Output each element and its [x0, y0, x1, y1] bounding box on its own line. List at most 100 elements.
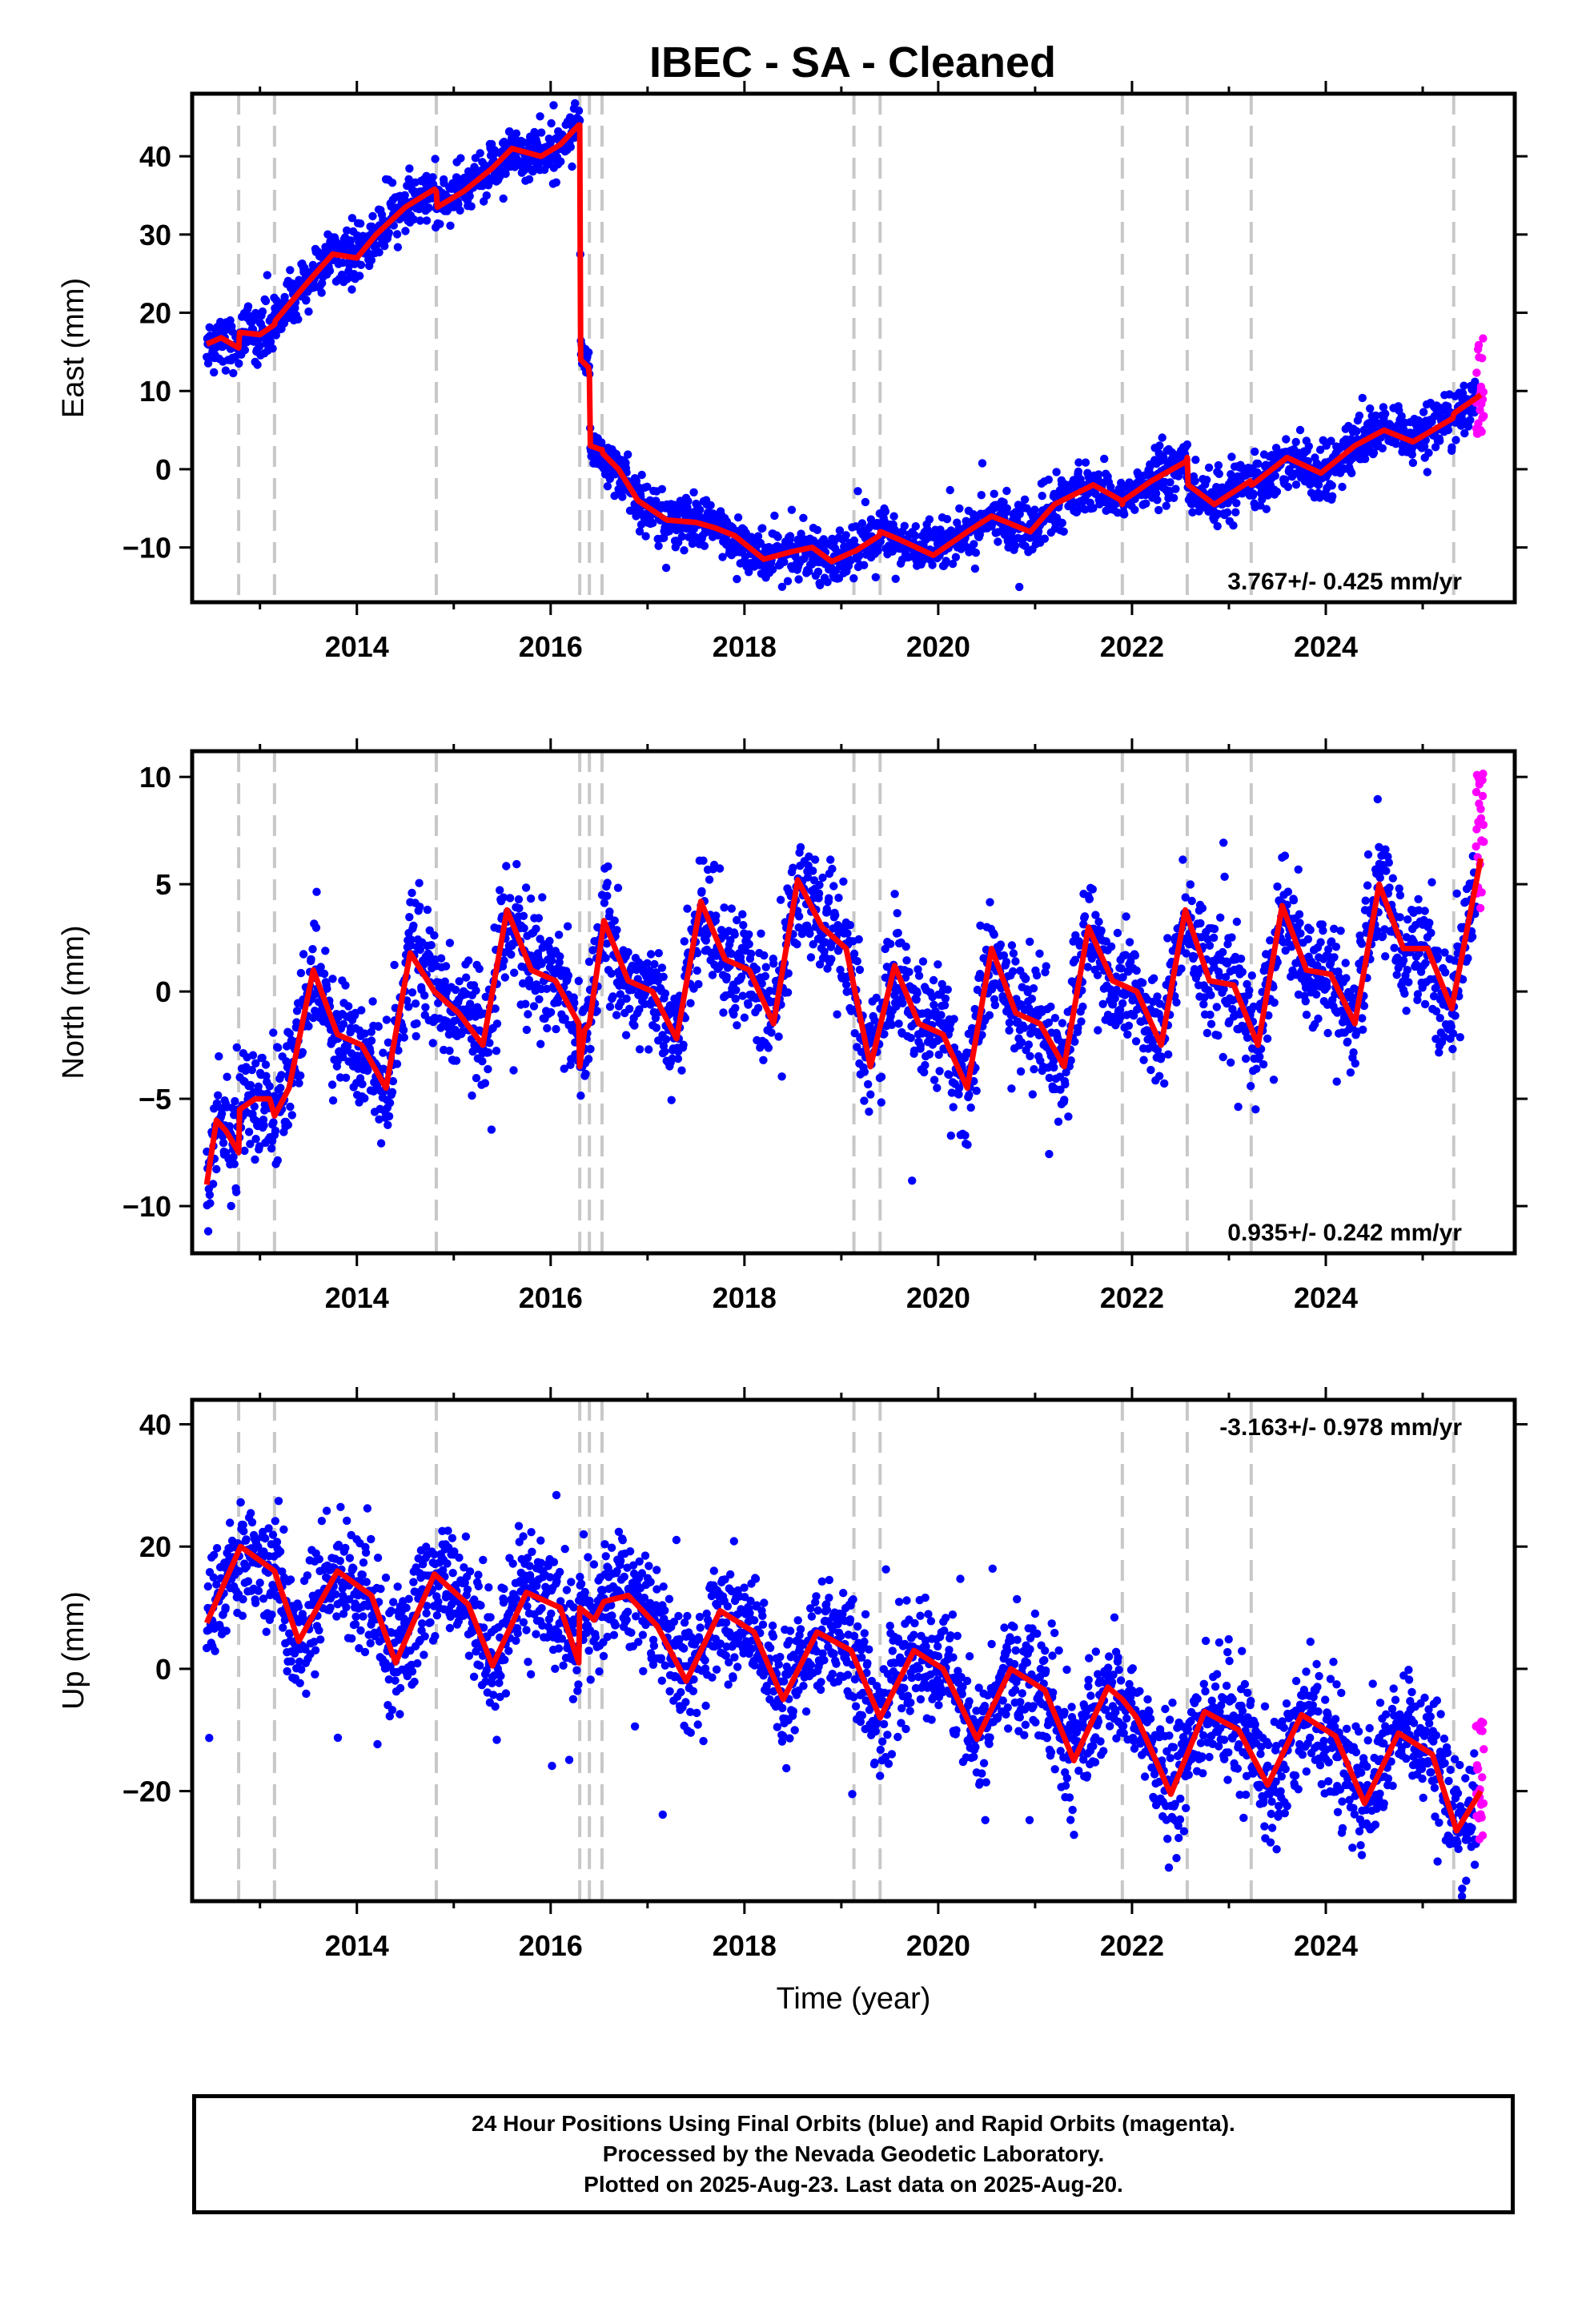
y-tick-label: −10: [122, 532, 171, 565]
data-point: [805, 852, 813, 861]
data-point: [841, 531, 850, 540]
data-point: [1232, 499, 1241, 508]
data-point: [416, 903, 424, 911]
data-point: [1162, 501, 1170, 510]
data-point: [688, 539, 697, 549]
y-tick-label: 20: [139, 297, 171, 330]
plot-area: [203, 751, 1488, 1253]
data-point: [881, 507, 890, 516]
data-point: [1272, 487, 1282, 497]
data-point: [1315, 445, 1325, 454]
data-point: [1166, 478, 1174, 487]
data-point: [554, 931, 564, 939]
data-point: [217, 1109, 227, 1119]
data-point: [1009, 949, 1018, 958]
data-point: [441, 962, 451, 971]
panels: 2014 2016 2018 2020 2022 2024−10010203040East…: [57, 81, 1528, 2016]
data-point: [986, 898, 994, 907]
data-point: [940, 1001, 950, 1010]
data-point: [1227, 933, 1236, 942]
data-point: [434, 999, 443, 1007]
data-point: [1306, 926, 1315, 935]
data-point: [407, 935, 416, 944]
data-point: [602, 939, 612, 948]
data-point: [900, 521, 909, 530]
data-point: [880, 1030, 889, 1039]
data-point: [1061, 1080, 1070, 1089]
data-point: [708, 971, 717, 979]
data-point: [1270, 998, 1279, 1007]
data-point: [996, 940, 1006, 949]
data-point: [894, 1019, 903, 1028]
data-point: [343, 226, 351, 235]
data-point: [912, 995, 921, 1004]
data-point: [893, 909, 901, 918]
data-point: [752, 965, 761, 974]
data-point: [1011, 957, 1020, 966]
data-point: [738, 991, 747, 1000]
data-point: [526, 894, 536, 903]
data-point: [1045, 1073, 1054, 1083]
data-point: [683, 904, 692, 913]
data-point: [1005, 1026, 1014, 1035]
data-point: [1146, 1065, 1155, 1075]
data-point: [877, 1098, 886, 1107]
data-point: [1407, 450, 1417, 459]
data-point: [843, 929, 852, 938]
data-point: [1007, 1084, 1016, 1093]
data-point: [776, 895, 785, 904]
data-point: [977, 491, 986, 500]
data-point: [654, 949, 663, 958]
rapid-point: [1477, 428, 1486, 436]
data-point: [203, 359, 213, 368]
data-point: [783, 577, 793, 585]
data-point: [1044, 1018, 1054, 1027]
data-point: [368, 997, 377, 1006]
data-point: [1203, 476, 1211, 485]
data-point: [1054, 1117, 1063, 1126]
data-point: [295, 1079, 303, 1088]
data-point: [1419, 408, 1428, 416]
data-point: [274, 1043, 283, 1052]
data-point: [1227, 452, 1236, 461]
data-point: [861, 497, 870, 507]
data-point: [971, 549, 981, 557]
data-point: [745, 930, 753, 939]
data-point: [509, 1066, 518, 1075]
data-point: [925, 1050, 934, 1059]
model-line: [205, 122, 1483, 565]
data-point: [1056, 1085, 1065, 1094]
data-point: [806, 953, 816, 962]
data-point: [1115, 1005, 1125, 1015]
data-point: [421, 1003, 430, 1012]
data-point: [416, 216, 424, 225]
data-point: [761, 963, 770, 971]
data-point: [1100, 454, 1109, 464]
data-point: [636, 520, 646, 529]
data-point: [214, 1091, 223, 1100]
data-point: [925, 515, 934, 524]
data-point: [248, 1051, 258, 1059]
data-point: [472, 1074, 481, 1083]
data-point: [1070, 1037, 1079, 1047]
data-point: [1223, 939, 1232, 949]
data-point: [712, 911, 721, 920]
data-point: [777, 582, 787, 591]
data-point: [954, 1084, 964, 1092]
data-point: [769, 959, 778, 968]
data-point: [660, 533, 669, 542]
data-point: [1097, 926, 1106, 935]
data-point: [266, 337, 275, 346]
data-point: [481, 992, 490, 1002]
data-point: [857, 519, 867, 528]
rate-label: 3.767+/- 0.425 mm/yr: [1227, 569, 1462, 595]
data-point: [870, 1016, 879, 1025]
data-point: [430, 931, 439, 940]
data-point: [1234, 1102, 1243, 1112]
data-point: [994, 537, 1002, 546]
data-point: [1252, 1064, 1261, 1073]
data-point: [581, 1069, 590, 1079]
data-point: [223, 1072, 231, 1081]
data-point: [789, 863, 797, 872]
data-point: [1094, 917, 1103, 927]
